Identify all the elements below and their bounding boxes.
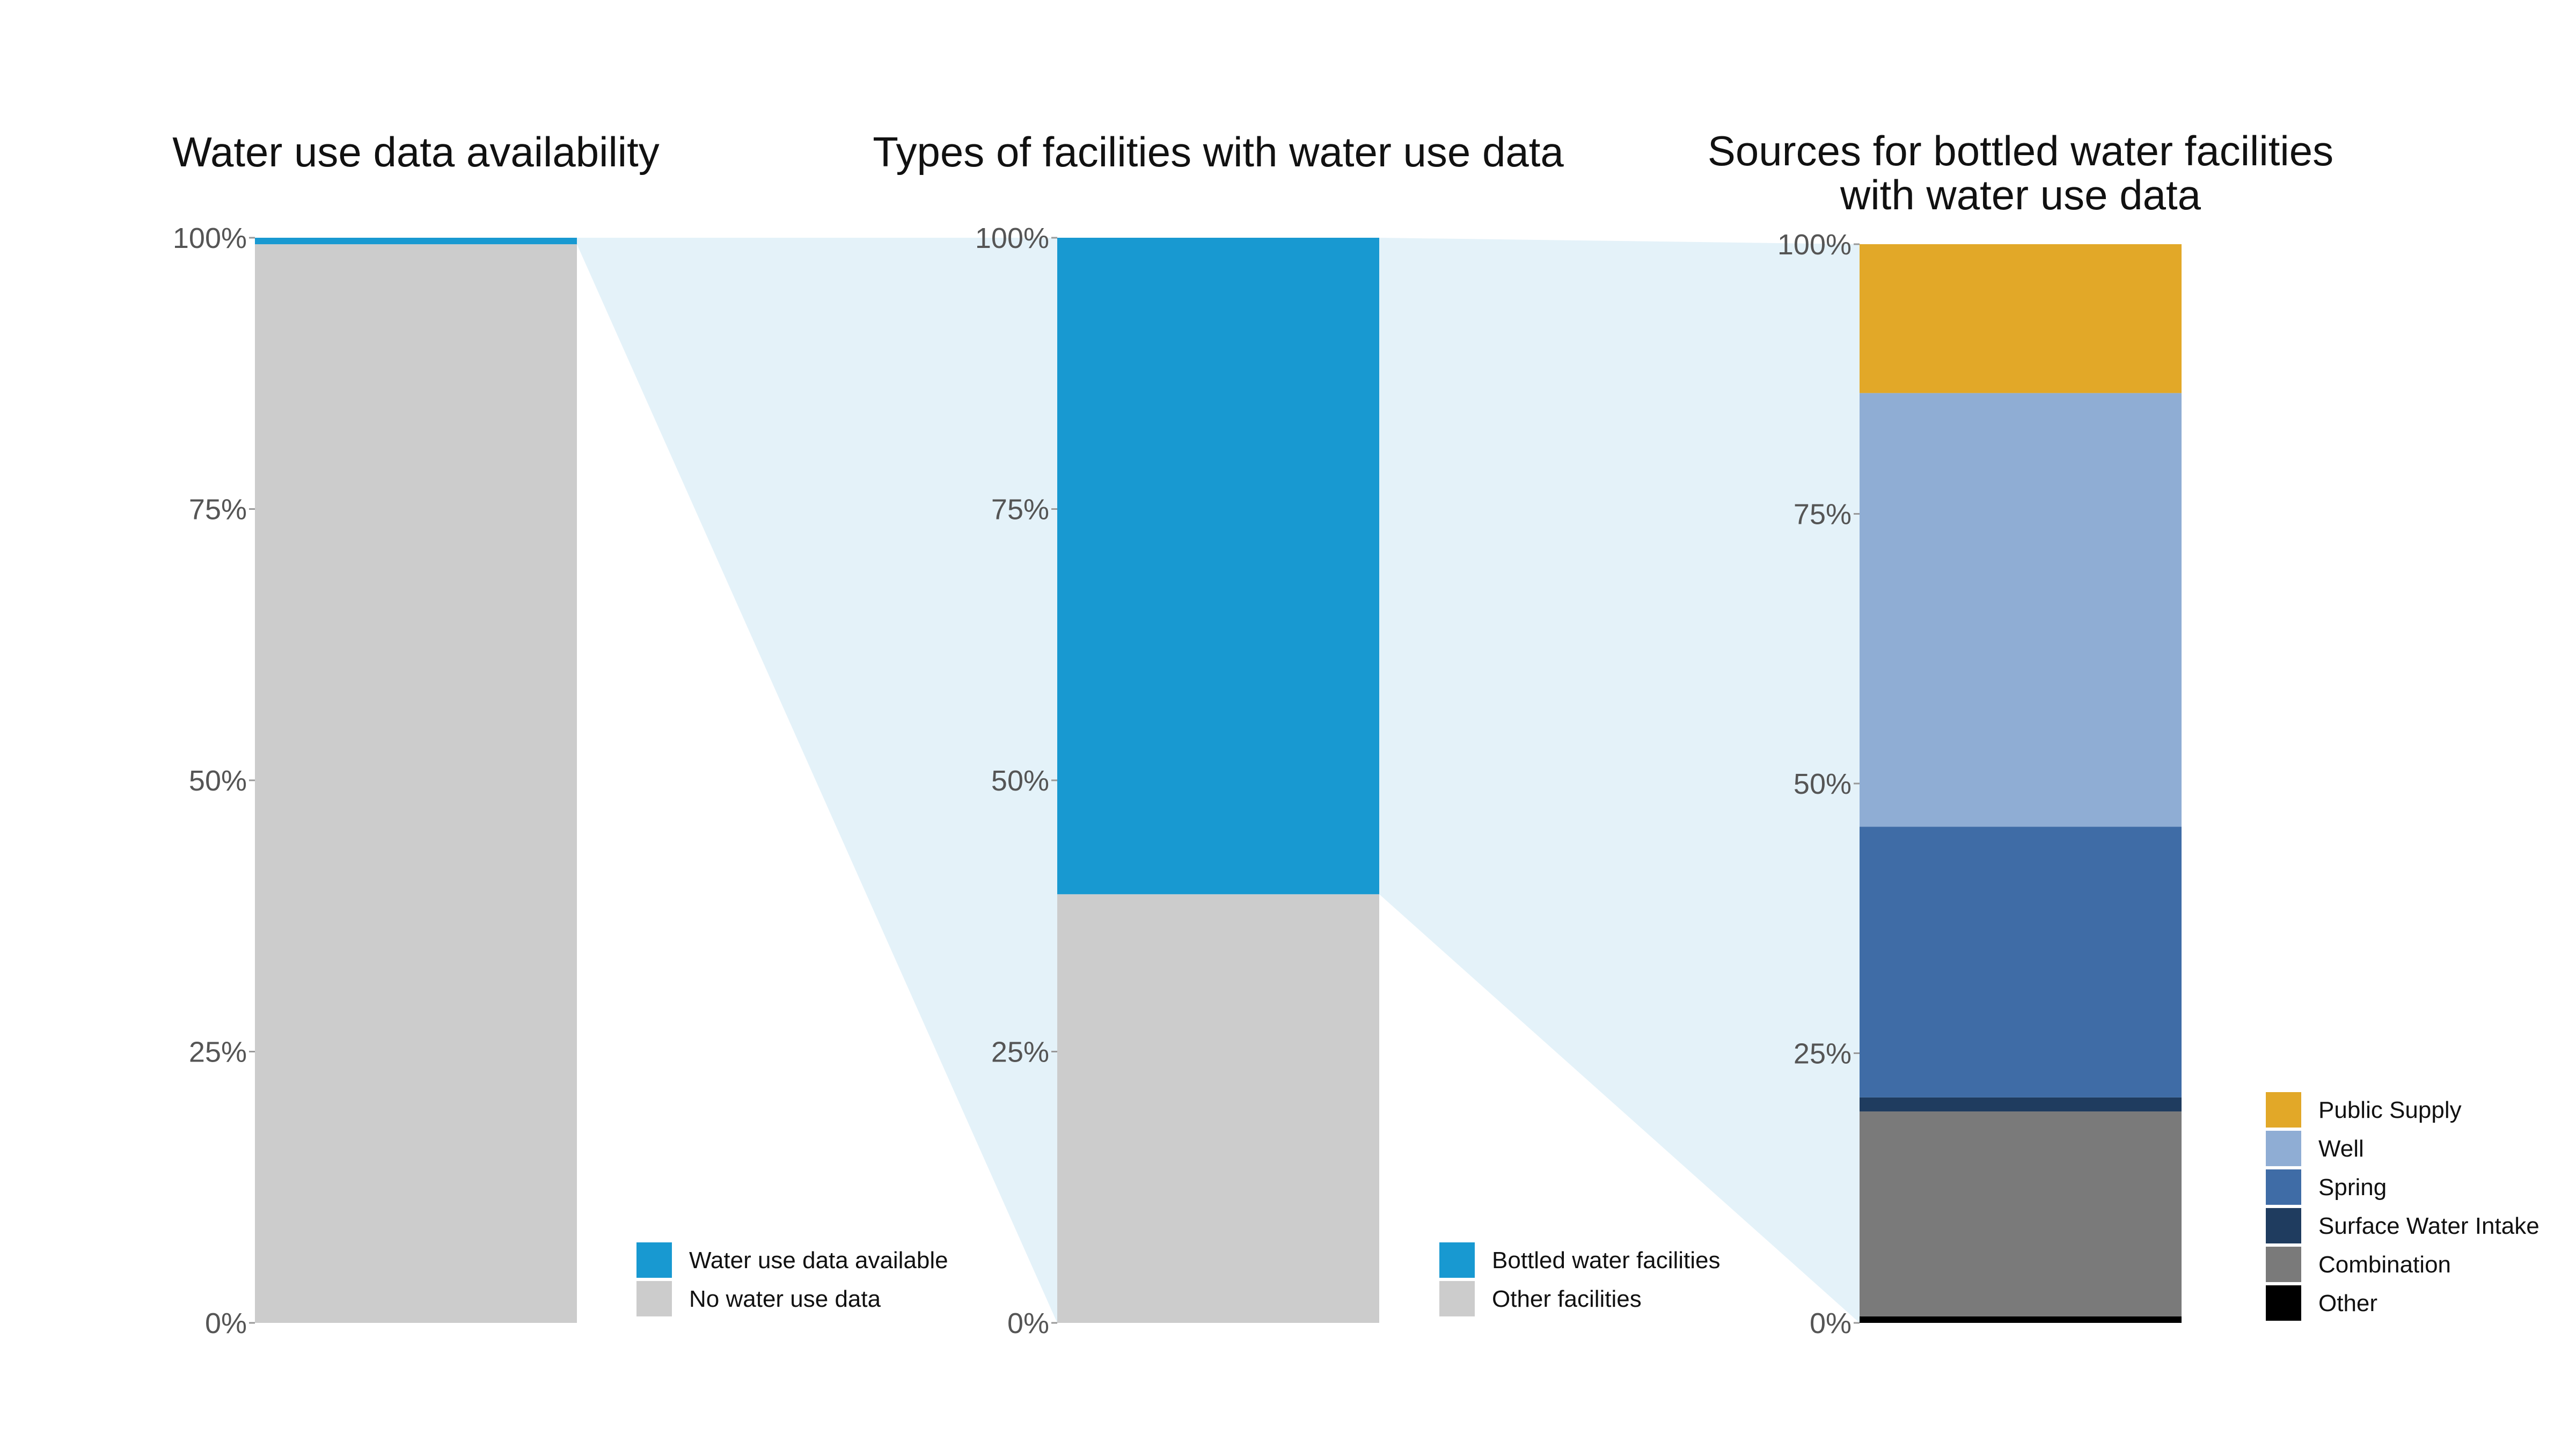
connector-wedges (577, 238, 1860, 1323)
chart-title: with water use data (1840, 171, 2201, 218)
chart-panel-2: Types of facilities with water use data 0… (873, 128, 1720, 1340)
connector-wedge-1 (577, 238, 1057, 1323)
bar-segment-public-supply (1860, 244, 2182, 393)
chart-panel-3: Sources for bottled water facilitieswith… (1708, 127, 2540, 1340)
legend-label: Other (2318, 1290, 2377, 1316)
bar-segment-water-use-data-available (255, 238, 577, 245)
y-tick-label: 0% (1810, 1307, 1851, 1340)
legend-swatch (2266, 1169, 2301, 1205)
legend-label: Well (2318, 1136, 2364, 1162)
legend-label: Public Supply (2318, 1097, 2462, 1123)
bar-segment-surface-water-intake (1860, 1097, 2182, 1112)
y-tick-label: 100% (173, 222, 247, 254)
legend-swatch (636, 1242, 672, 1278)
y-tick-label: 25% (1794, 1038, 1851, 1070)
y-tick-label: 100% (975, 222, 1049, 254)
legend-swatch (2266, 1247, 2301, 1282)
y-tick-label: 75% (991, 494, 1049, 526)
chart-title: Water use data availability (172, 128, 660, 175)
connector-wedge-2 (1379, 238, 1860, 1323)
chart-panels: Water use data availability 0% 25% 50% 75% 10… (172, 127, 2539, 1340)
y-tick-label: 100% (1777, 229, 1851, 261)
bar-segment-bottled-water-facilities (1057, 238, 1379, 895)
y-tick-label: 25% (991, 1036, 1049, 1069)
legend-swatch (2266, 1285, 2301, 1321)
legend-label: Bottled water facilities (1492, 1247, 1721, 1274)
legend-swatch (2266, 1092, 2301, 1128)
y-tick-label: 75% (189, 494, 247, 526)
bar-segment-spring (1860, 826, 2182, 1097)
bar-segment-well (1860, 393, 2182, 827)
chart-title: Types of facilities with water use data (873, 128, 1564, 175)
legend-swatch (2266, 1208, 2301, 1243)
y-tick-label: 25% (189, 1036, 247, 1069)
legend-swatch (1439, 1242, 1475, 1278)
chart-title: Sources for bottled water facilities (1708, 127, 2333, 174)
y-tick-label: 50% (189, 765, 247, 797)
legend-label: Other facilities (1492, 1286, 1642, 1312)
y-tick-label: 75% (1794, 499, 1851, 531)
legend-label: Spring (2318, 1174, 2387, 1201)
bar-segment-no-water-use-data (255, 244, 577, 1323)
legend-swatch (2266, 1131, 2301, 1166)
bar-segment-combination (1860, 1111, 2182, 1316)
y-tick-label: 50% (1794, 768, 1851, 800)
legend-label: Combination (2318, 1252, 2451, 1278)
bar-segment-other (1860, 1316, 2182, 1323)
chart-panel-1: Water use data availability 0% 25% 50% 75% 10… (172, 128, 948, 1340)
legend-swatch (1439, 1281, 1475, 1316)
y-tick-label: 0% (205, 1307, 247, 1340)
bar-segment-other-facilities (1057, 894, 1379, 1323)
y-tick-label: 50% (991, 765, 1049, 797)
legend-label: Water use data available (689, 1247, 948, 1274)
legend-label: No water use data (689, 1286, 881, 1312)
y-tick-label: 0% (1007, 1307, 1049, 1340)
legend-label: Surface Water Intake (2318, 1213, 2540, 1239)
legend-swatch (636, 1281, 672, 1316)
